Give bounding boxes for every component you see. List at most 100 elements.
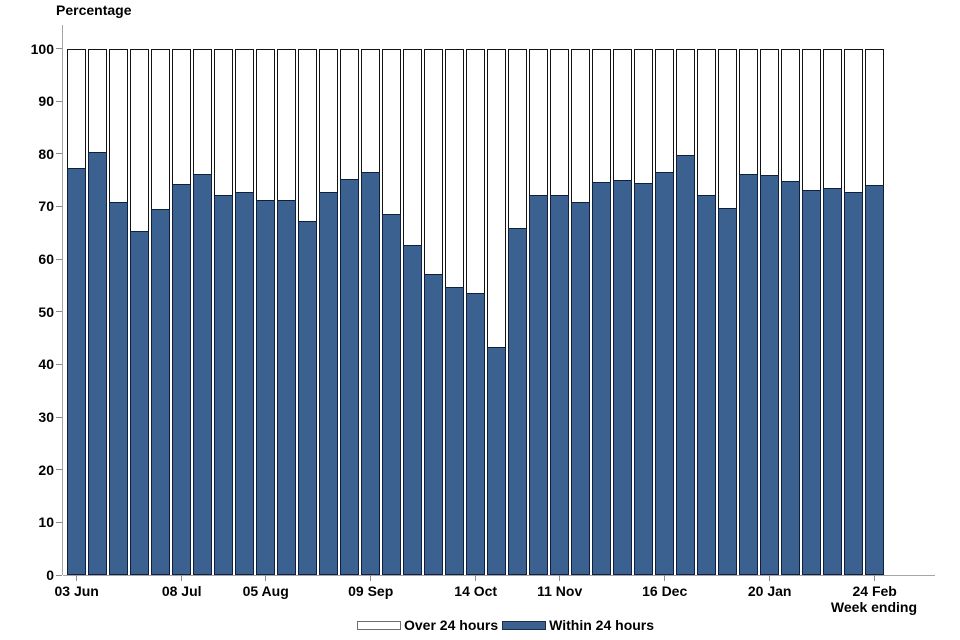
y-tick-label: 20 — [38, 461, 54, 478]
y-tick — [56, 574, 62, 576]
bar-over-24-hours-segment — [487, 48, 507, 575]
bar-within-24-hours-segment — [466, 293, 486, 575]
bar-over-24-hours-segment — [361, 48, 381, 575]
bar-within-24-hours-segment — [172, 184, 192, 575]
bar-within-24-hours-segment — [760, 175, 780, 575]
bar-over-24-hours-segment — [319, 48, 339, 575]
bar-within-24-hours-segment — [109, 201, 129, 575]
legend-swatch-over-24-hours — [357, 620, 401, 630]
x-tick-label: 24 Feb — [852, 583, 897, 599]
bar-over-24-hours-segment — [445, 48, 465, 575]
x-axis-title: Week ending — [830, 599, 917, 615]
bar-over-24-hours-segment — [718, 48, 738, 575]
bar-over-24-hours-segment — [424, 48, 444, 575]
bar-within-24-hours-segment — [403, 245, 423, 575]
bar-within-24-hours-segment — [550, 195, 570, 575]
bar-over-24-hours-segment — [529, 48, 549, 575]
x-tick-label: 08 Jul — [161, 583, 202, 599]
y-tick — [56, 469, 62, 471]
bar-over-24-hours-segment — [655, 48, 675, 575]
bar-within-24-hours-segment — [802, 190, 822, 575]
bar-over-24-hours-segment — [151, 48, 171, 575]
bar-within-24-hours-segment — [865, 185, 885, 575]
y-tick — [56, 100, 62, 102]
bar-within-24-hours-segment — [193, 173, 213, 575]
y-tick — [56, 153, 62, 155]
bar-within-24-hours-segment — [718, 207, 738, 575]
bar-within-24-hours-segment — [319, 191, 339, 575]
bar-within-24-hours-segment — [529, 195, 549, 575]
bar-within-24-hours-segment — [382, 214, 402, 575]
legend-swatch-within-24-hours — [502, 620, 547, 630]
x-axis-line — [63, 575, 935, 576]
bar-within-24-hours-segment — [655, 172, 675, 575]
bar-within-24-hours-segment — [298, 221, 318, 575]
x-tick — [265, 575, 267, 581]
bar-within-24-hours-segment — [256, 199, 276, 575]
bar-within-24-hours-segment — [844, 191, 864, 575]
bar-over-24-hours-segment — [235, 48, 255, 575]
bar-over-24-hours-segment — [676, 48, 696, 575]
bar-within-24-hours-segment — [151, 208, 171, 575]
bar-over-24-hours-segment — [298, 48, 318, 575]
y-tick-label: 80 — [38, 145, 54, 162]
y-tick-label: 70 — [38, 198, 54, 215]
bar-over-24-hours-segment — [214, 48, 234, 575]
bar-over-24-hours-segment — [172, 48, 192, 575]
x-tick-label: 05 Aug — [242, 583, 289, 599]
x-tick — [76, 575, 78, 581]
bar-within-24-hours-segment — [445, 287, 465, 575]
bar-within-24-hours-segment — [130, 230, 150, 575]
bar-over-24-hours-segment — [193, 48, 213, 575]
bar-over-24-hours-segment — [130, 48, 150, 575]
bar-within-24-hours-segment — [361, 171, 381, 575]
bar-within-24-hours-segment — [235, 191, 255, 575]
y-tick-label: 60 — [38, 251, 54, 268]
x-tick — [559, 575, 561, 581]
bar-over-24-hours-segment — [466, 48, 486, 575]
legend-label-over-24-hours: Over 24 hours — [404, 617, 499, 633]
y-tick-label: 30 — [38, 409, 54, 426]
bar-over-24-hours-segment — [340, 48, 360, 575]
x-tick-label: 09 Sep — [348, 583, 394, 599]
bar-over-24-hours-segment — [277, 48, 297, 575]
y-axis-line — [62, 25, 63, 575]
y-tick-label: 90 — [38, 93, 54, 110]
bar-over-24-hours-segment — [403, 48, 423, 575]
bar-within-24-hours-segment — [571, 201, 591, 575]
bar-within-24-hours-segment — [67, 168, 87, 575]
legend-label-within-24-hours: Within 24 hours — [549, 617, 655, 633]
x-tick — [664, 575, 666, 581]
bar-over-24-hours-segment — [613, 48, 633, 575]
x-tick — [874, 575, 876, 581]
x-tick — [769, 575, 771, 581]
bar-within-24-hours-segment — [613, 180, 633, 575]
bar-within-24-hours-segment — [592, 182, 612, 575]
bar-over-24-hours-segment — [508, 48, 528, 575]
bar-over-24-hours-segment — [844, 48, 864, 575]
y-tick — [56, 521, 62, 523]
x-tick-label: 11 Nov — [537, 583, 583, 599]
bar-over-24-hours-segment — [109, 48, 129, 575]
bar-within-24-hours-segment — [823, 187, 843, 575]
bar-over-24-hours-segment — [88, 48, 108, 575]
y-tick — [56, 48, 62, 49]
y-tick-label: 10 — [38, 514, 54, 531]
bar-within-24-hours-segment — [781, 181, 801, 575]
y-tick-label: 0 — [46, 567, 54, 583]
legend: Over 24 hours Within 24 hours — [357, 617, 654, 633]
bar-within-24-hours-segment — [676, 154, 696, 575]
bar-over-24-hours-segment — [382, 48, 402, 575]
y-tick-label: 50 — [38, 303, 54, 320]
y-tick-label: 100 — [30, 40, 54, 57]
y-axis-title: Percentage — [56, 2, 132, 18]
bar-over-24-hours-segment — [550, 48, 570, 575]
x-tick-label: 14 Oct — [454, 583, 498, 599]
bar-over-24-hours-segment — [67, 48, 87, 575]
y-tick — [56, 258, 62, 260]
bar-over-24-hours-segment — [256, 48, 276, 575]
y-tick — [56, 205, 62, 207]
bar-within-24-hours-segment — [277, 199, 297, 575]
bar-over-24-hours-segment — [865, 48, 885, 575]
